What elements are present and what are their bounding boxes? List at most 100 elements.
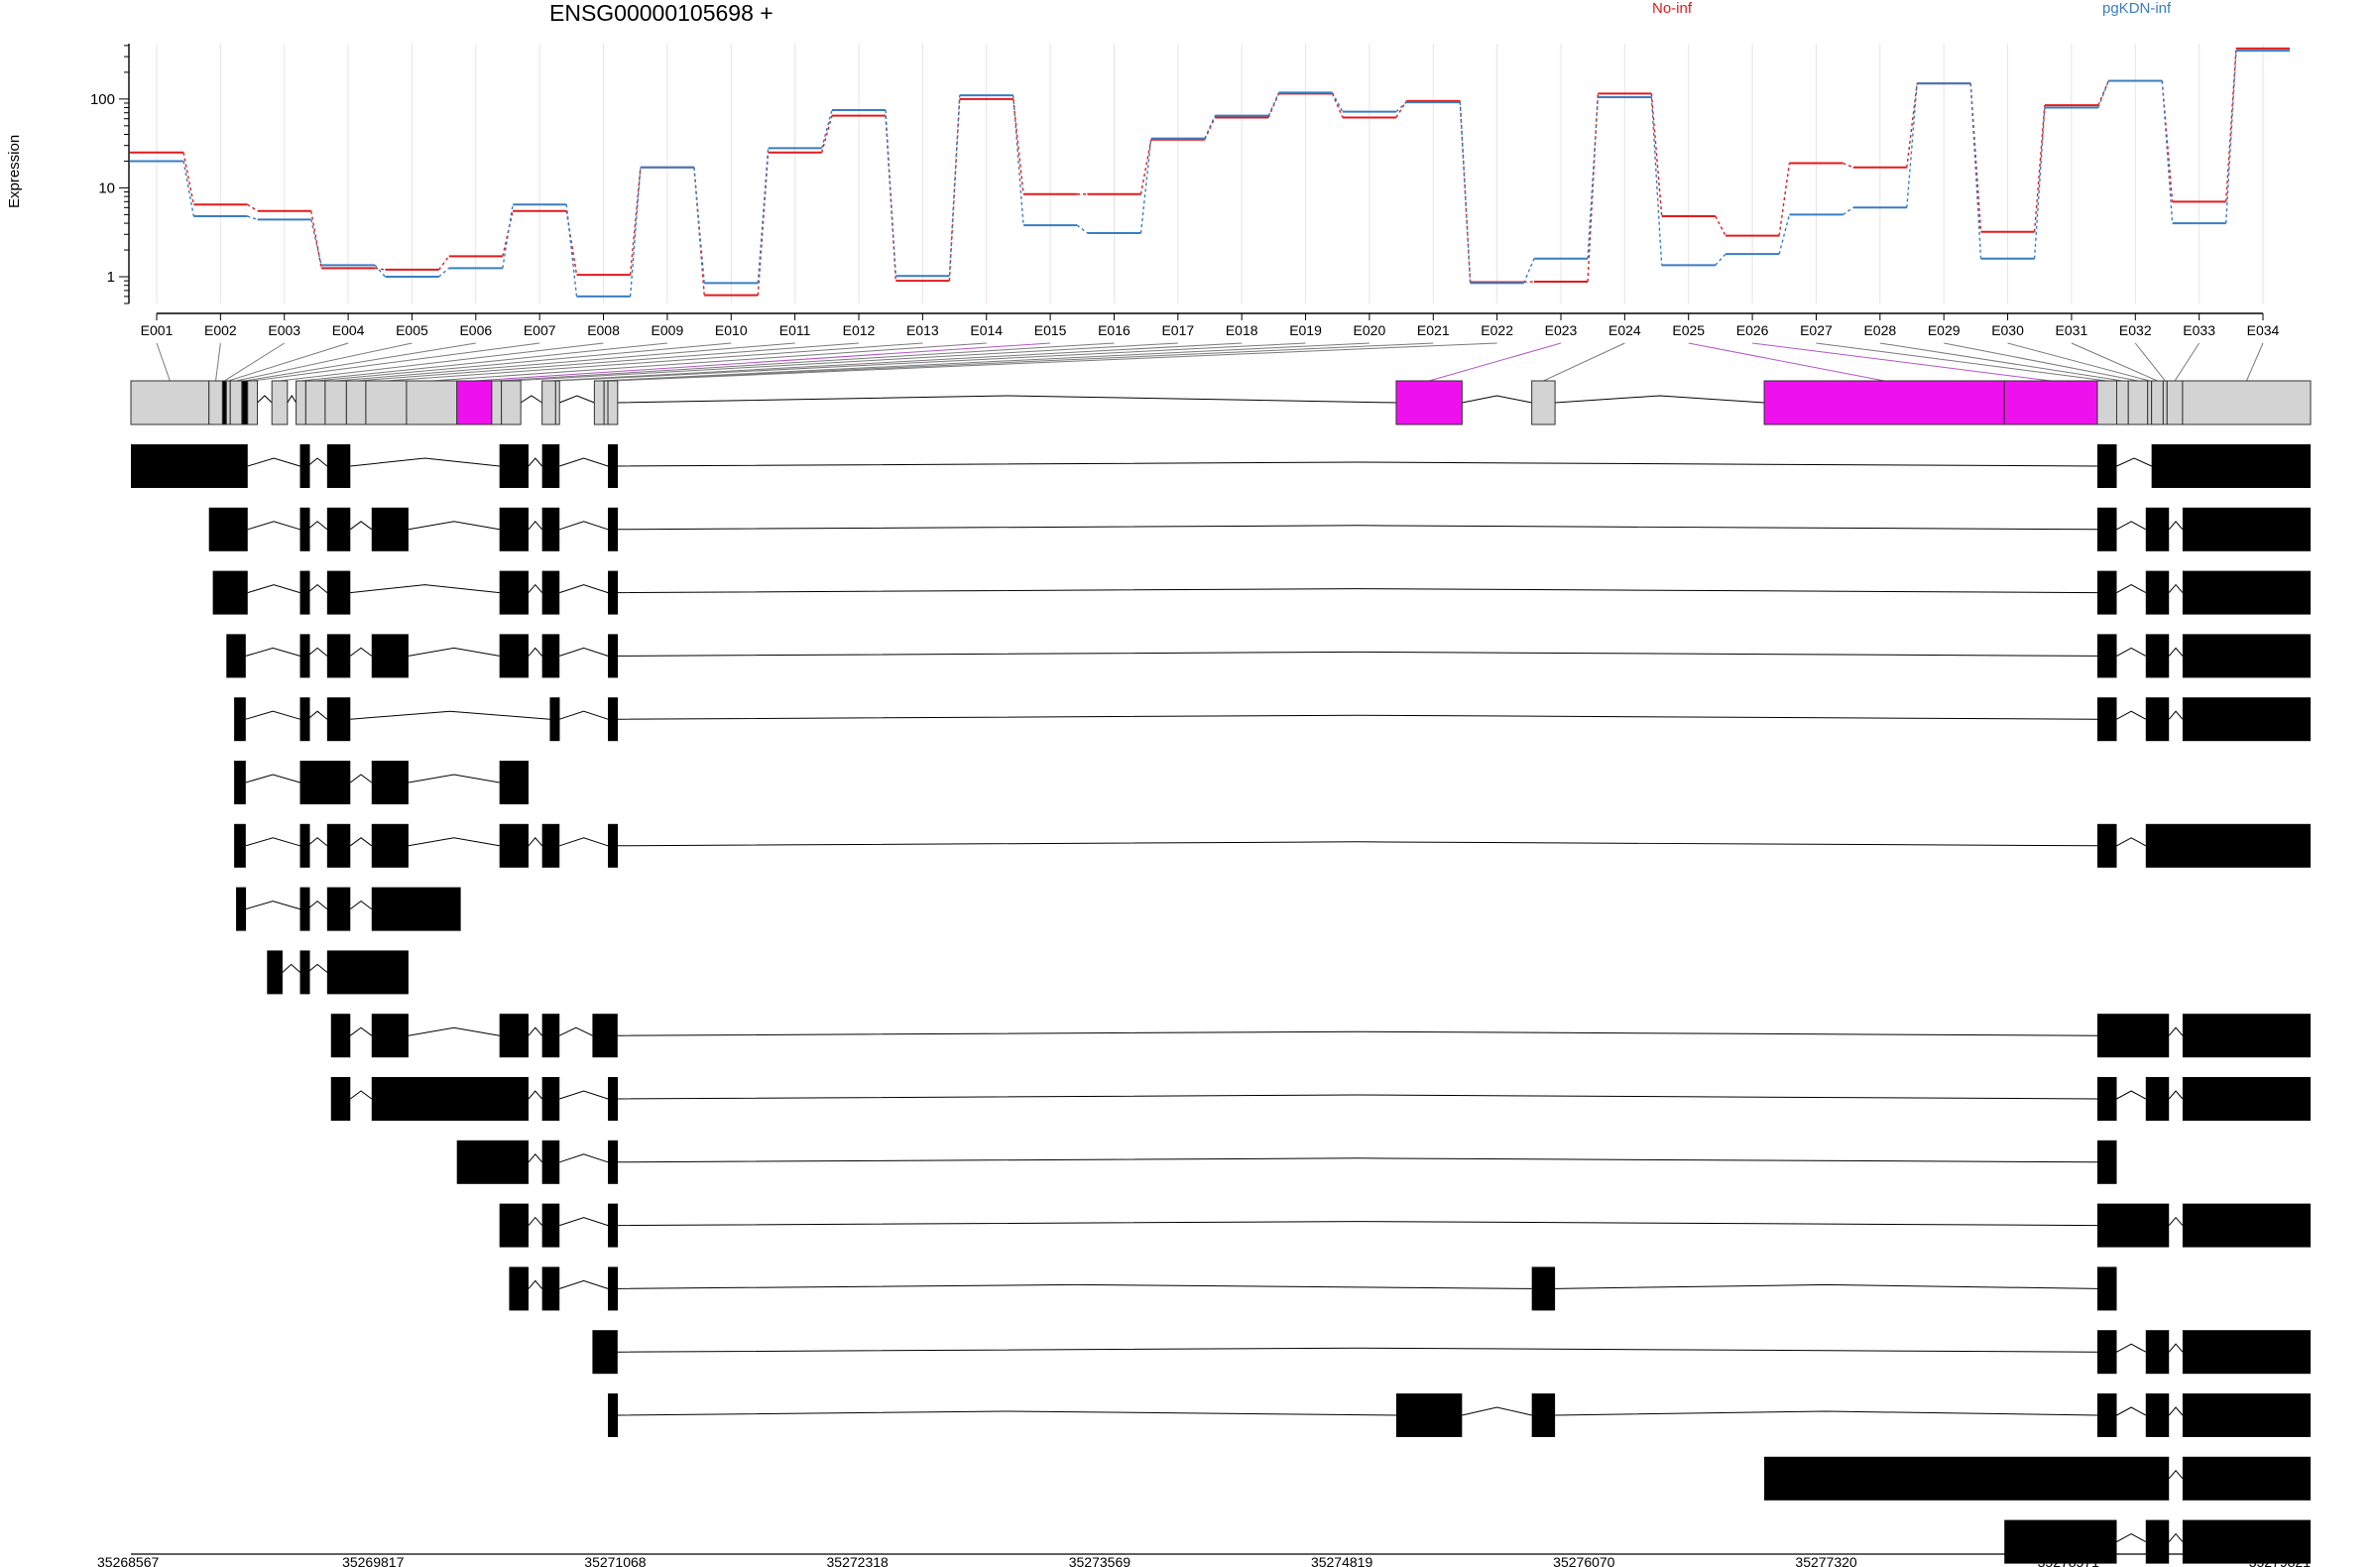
exon-bin-e034 [2182, 380, 2312, 425]
transcript-exon [2096, 1330, 2117, 1375]
transcript-3 [212, 570, 2311, 615]
genomic-tick-label: 35268567 [97, 1554, 160, 1567]
y-tick-label: 1 [107, 269, 115, 286]
x-tick-label-e009: E009 [652, 322, 684, 338]
exon-link [474, 342, 1051, 382]
transcript-intron [408, 837, 500, 847]
transcript-exon [326, 950, 409, 995]
transcript-exon [371, 1077, 529, 1121]
transcript-intron [528, 1026, 543, 1036]
transcript-intron [559, 521, 609, 531]
transcript-exon [131, 444, 248, 488]
series-connector [1843, 162, 1854, 169]
exon-link [2245, 342, 2264, 382]
transcript-14 [509, 1266, 2117, 1311]
series-connector [629, 167, 642, 297]
series-connector [247, 215, 258, 221]
series-connector [885, 109, 897, 277]
transcript-exon [541, 1203, 560, 1248]
transcript-exon [299, 950, 310, 995]
transcript-intron [559, 710, 609, 720]
transcript-exon [541, 1266, 560, 1311]
transcript-intron [528, 457, 543, 467]
transcript-exon [608, 823, 619, 868]
exon-bin-e028 [2115, 380, 2129, 425]
transcript-13 [499, 1203, 2311, 1248]
transcript-intron [617, 1030, 2097, 1036]
intron-line [1555, 395, 1765, 404]
x-tick-label-e022: E022 [1481, 322, 1513, 338]
transcript-exon [1531, 1393, 1556, 1437]
exon-link [315, 342, 732, 382]
y-tick-label: 100 [90, 91, 115, 108]
transcript-exon [2096, 823, 2117, 868]
exon-link [557, 342, 1306, 382]
transcript-intron [2168, 1343, 2184, 1353]
transcript-intron [349, 837, 373, 847]
exon-bin-e013 [365, 380, 408, 425]
series-pgkdn-inf [129, 50, 2291, 298]
transcript-intron [559, 1217, 609, 1227]
exon-bin-e005 [229, 380, 243, 425]
transcript-exon [2182, 1330, 2311, 1375]
transcript-exon [2096, 697, 2117, 742]
x-tick-label-e025: E025 [1672, 322, 1705, 338]
transcript-intron [617, 714, 2097, 720]
series-connector [438, 267, 450, 278]
exon-bin-e003 [221, 380, 227, 425]
series-connector [1012, 95, 1024, 226]
transcript-intron [617, 1221, 2097, 1227]
vertical-gridlines [156, 44, 2264, 303]
x-tick-label-e028: E028 [1863, 322, 1896, 338]
x-tick-label-e014: E014 [970, 322, 1003, 338]
exon-link [548, 342, 1243, 382]
transcript-intron [559, 1279, 609, 1289]
transcript-exon [499, 823, 529, 868]
transcript-exon [2182, 634, 2311, 678]
transcript-exon [2145, 1330, 2170, 1375]
transcript-intron [2168, 1470, 2184, 1480]
x-tick-label-e013: E013 [906, 322, 939, 338]
transcript-intron [617, 1410, 1396, 1416]
exon-link [496, 342, 1115, 382]
exon-link [224, 342, 285, 382]
x-tick-label-e027: E027 [1800, 322, 1833, 338]
series-connector [1267, 92, 1280, 116]
transcript-intron [2168, 1026, 2184, 1036]
transcript-17 [1764, 1456, 2311, 1501]
series-connector [820, 115, 833, 153]
transcript-exon [541, 570, 560, 615]
exon-link [599, 342, 1369, 382]
transcript-intron [349, 1090, 373, 1100]
transcript-exon [2182, 1077, 2311, 1121]
transcript-exon [608, 1393, 619, 1437]
transcript-exon [608, 697, 619, 742]
transcript-exon [326, 823, 351, 868]
x-tick-label-e018: E018 [1226, 322, 1258, 338]
transcript-intron [528, 1279, 543, 1289]
series-connector [2097, 80, 2109, 106]
exon-bin-e016 [491, 380, 503, 425]
transcript-exon [2145, 1519, 2170, 1564]
exon-bin-e023 [1395, 380, 1463, 425]
series-connector [1331, 92, 1344, 112]
transcript-intron [349, 1026, 373, 1036]
x-tick-label-e030: E030 [1991, 322, 2024, 338]
transcript-intron [2116, 710, 2147, 720]
intron-line [1462, 395, 1532, 404]
exon-link [244, 342, 476, 382]
exon-link [156, 342, 171, 382]
transcript-intron [408, 1026, 500, 1036]
series-connector [820, 109, 833, 149]
transcript-exon [608, 444, 619, 488]
exon-link [235, 342, 413, 382]
transcript-intron [2168, 1090, 2184, 1100]
x-tick-label-e007: E007 [524, 322, 556, 338]
x-tick-label-e003: E003 [268, 322, 300, 338]
series-connector [374, 264, 386, 278]
transcript-intron [247, 521, 300, 531]
transcript-exon [330, 1077, 351, 1121]
transcript-intron [306, 457, 328, 467]
x-tick-label-e023: E023 [1545, 322, 1578, 338]
x-tick-label-e021: E021 [1417, 322, 1450, 338]
